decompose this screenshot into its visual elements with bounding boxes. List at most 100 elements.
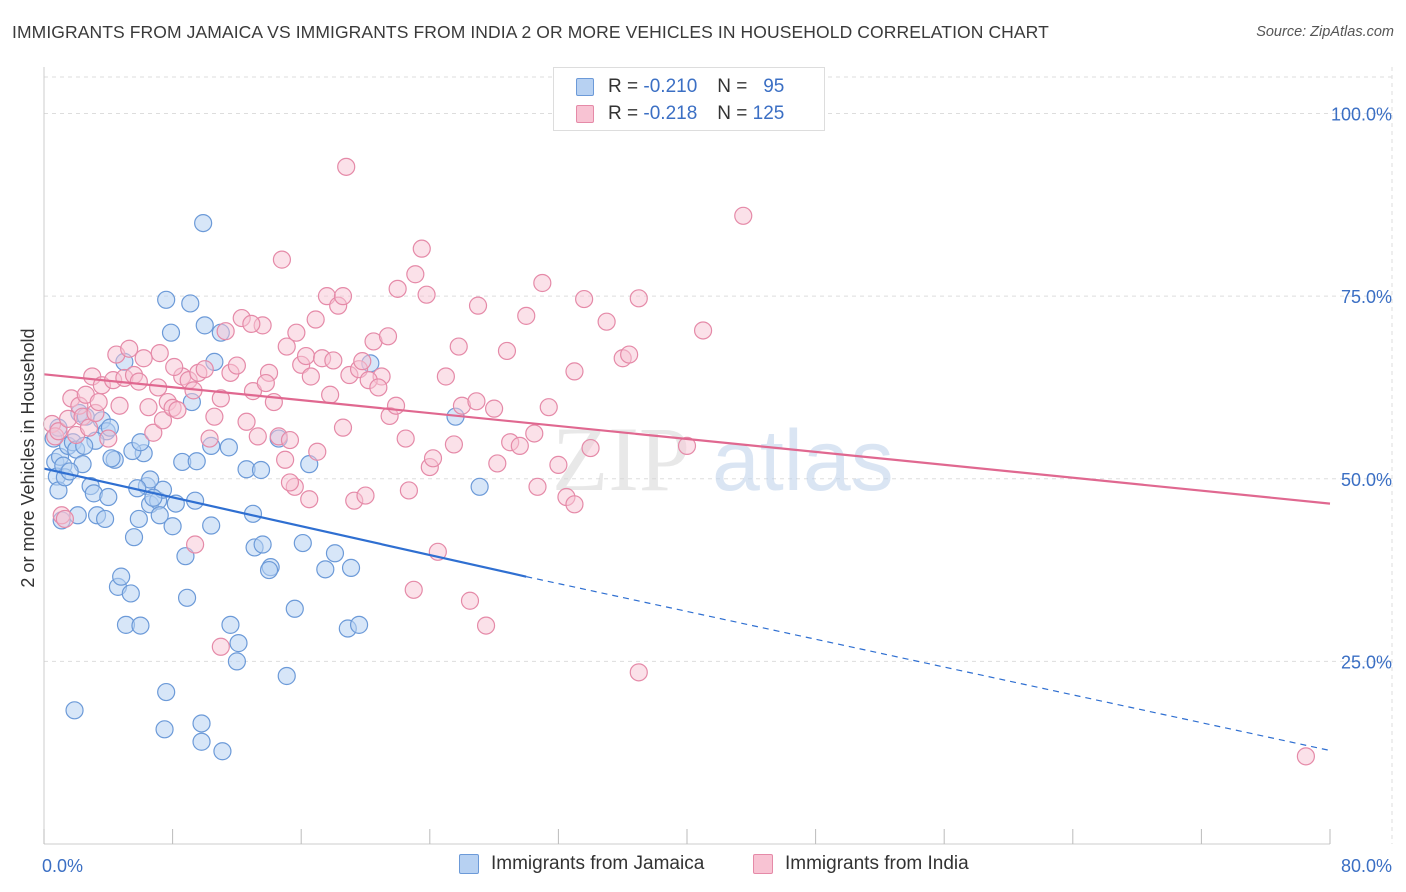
jamaica-trend-line	[43, 467, 527, 578]
jamaica-point	[60, 462, 79, 481]
india-point	[388, 279, 407, 298]
india-point	[139, 398, 158, 417]
jamaica-point	[202, 516, 221, 535]
india-point	[227, 356, 246, 375]
india-point	[200, 429, 219, 448]
india-point	[306, 310, 325, 329]
india-point	[186, 535, 205, 554]
india-point	[205, 407, 224, 426]
india-point	[248, 427, 267, 446]
jamaica-point	[341, 558, 361, 577]
jamaica-point	[131, 433, 150, 452]
india-point	[242, 314, 261, 334]
y-tick-label: 25.0%	[1341, 652, 1392, 672]
bottom-legend-swatch-india	[753, 854, 773, 874]
india-point	[575, 289, 594, 309]
jamaica-point	[229, 634, 248, 653]
india-point	[369, 378, 388, 397]
india-point	[378, 327, 398, 346]
india-point	[436, 367, 455, 386]
bottom-legend-jamaica: Immigrants from Jamaica	[459, 852, 704, 876]
jamaica-point	[155, 720, 174, 739]
bottom-legend-label-india: Immigrants from India	[785, 853, 969, 874]
jamaica-point	[112, 567, 131, 586]
india-point	[517, 306, 536, 325]
india-point	[404, 580, 423, 599]
india-point	[49, 422, 68, 441]
india-point	[129, 372, 148, 391]
india-point	[565, 362, 584, 381]
jamaica-point	[121, 584, 140, 603]
jamaica-point	[177, 588, 197, 607]
jamaica-point	[219, 438, 238, 457]
jamaica-point	[325, 544, 345, 563]
india-point	[321, 385, 340, 404]
india-point	[301, 367, 320, 386]
india-point	[110, 396, 129, 415]
india-point	[55, 509, 74, 529]
india-point	[150, 344, 169, 363]
jamaica-point	[470, 477, 489, 496]
india-point	[488, 454, 507, 473]
jamaica-point	[176, 547, 195, 566]
india-point	[528, 477, 547, 496]
legend-n-value-india: 125	[752, 103, 785, 124]
india-point	[287, 323, 306, 342]
india-point	[549, 455, 568, 474]
jamaica-point	[195, 316, 214, 335]
india-point	[629, 289, 648, 308]
india-point	[300, 490, 319, 509]
jamaica-point	[163, 517, 182, 536]
jamaica-point	[65, 701, 84, 720]
india-point	[476, 616, 496, 635]
india-point	[396, 429, 415, 448]
india-point	[581, 438, 600, 458]
india-point	[99, 429, 118, 448]
correlation-legend: R = -0.210 N = 95 R = -0.218 N = 125	[553, 67, 825, 131]
chart-title: IMMIGRANTS FROM JAMAICA VS IMMIGRANTS FR…	[12, 22, 1049, 42]
jamaica-point	[192, 714, 211, 733]
india-point	[444, 435, 464, 454]
india-point	[533, 273, 552, 293]
india-point	[406, 265, 425, 284]
bottom-legend-label-jamaica: Immigrants from Jamaica	[491, 853, 705, 874]
legend-row-jamaica: R = -0.210 N = 95	[576, 75, 784, 99]
india-point	[485, 399, 504, 418]
jamaica-point	[227, 652, 246, 671]
y-tick-label: 100.0%	[1331, 105, 1392, 125]
india-point	[280, 473, 300, 492]
legend-swatch-india	[576, 105, 594, 123]
grid-layer	[44, 67, 1393, 844]
jamaica-point	[181, 294, 200, 313]
jamaica-point	[194, 213, 213, 233]
india-point	[356, 486, 375, 505]
trend-lines	[43, 373, 1331, 752]
india-point	[525, 424, 544, 443]
jamaica-point	[129, 509, 148, 529]
jamaica-point	[124, 528, 144, 547]
jamaica-point	[102, 449, 121, 468]
x-tick-label: 0.0%	[42, 856, 83, 876]
legend-swatch-jamaica	[576, 78, 594, 96]
jamaica-point	[316, 560, 335, 579]
india-trend-line	[43, 373, 1331, 505]
jamaica-point	[150, 506, 169, 525]
india-point	[211, 637, 230, 656]
jamaica-point	[157, 290, 176, 309]
jamaica-point	[161, 323, 181, 342]
india-point	[237, 412, 256, 431]
jamaica-point	[213, 742, 232, 761]
india-point	[597, 312, 616, 331]
india-point	[211, 389, 230, 408]
india-point	[120, 339, 139, 358]
india-point	[353, 352, 372, 371]
legend-r-value-jamaica: -0.210	[643, 76, 698, 97]
y-tick-label: 75.0%	[1341, 287, 1392, 307]
india-point	[497, 341, 517, 361]
india-point	[620, 345, 639, 364]
india-point	[153, 411, 173, 430]
india-point	[423, 449, 443, 468]
jamaica-point	[349, 615, 369, 634]
india-point	[386, 396, 406, 415]
jamaica-point	[285, 599, 304, 618]
